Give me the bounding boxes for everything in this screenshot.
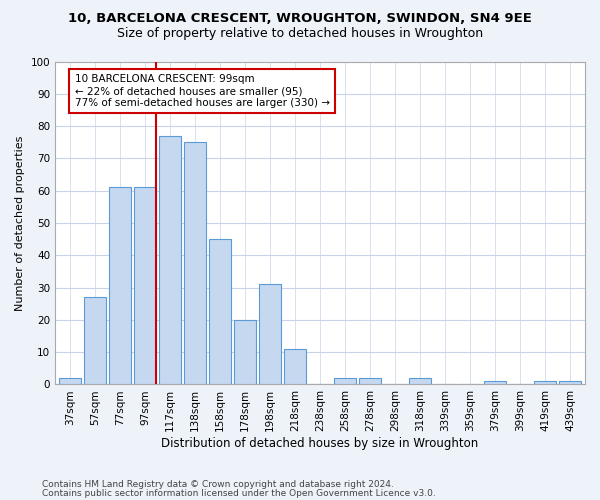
Bar xyxy=(259,284,281,384)
Text: Contains HM Land Registry data © Crown copyright and database right 2024.: Contains HM Land Registry data © Crown c… xyxy=(42,480,394,489)
Bar xyxy=(209,239,230,384)
Bar xyxy=(59,378,80,384)
Bar xyxy=(334,378,356,384)
Text: 10 BARCELONA CRESCENT: 99sqm
← 22% of detached houses are smaller (95)
77% of se: 10 BARCELONA CRESCENT: 99sqm ← 22% of de… xyxy=(74,74,329,108)
Bar xyxy=(359,378,380,384)
Bar xyxy=(134,188,155,384)
Bar xyxy=(160,136,181,384)
Y-axis label: Number of detached properties: Number of detached properties xyxy=(15,136,25,310)
Text: Contains public sector information licensed under the Open Government Licence v3: Contains public sector information licen… xyxy=(42,488,436,498)
Text: Size of property relative to detached houses in Wroughton: Size of property relative to detached ho… xyxy=(117,28,483,40)
Bar xyxy=(535,381,556,384)
Bar xyxy=(559,381,581,384)
Bar xyxy=(484,381,506,384)
Text: 10, BARCELONA CRESCENT, WROUGHTON, SWINDON, SN4 9EE: 10, BARCELONA CRESCENT, WROUGHTON, SWIND… xyxy=(68,12,532,26)
Bar xyxy=(85,298,106,384)
X-axis label: Distribution of detached houses by size in Wroughton: Distribution of detached houses by size … xyxy=(161,437,479,450)
Bar xyxy=(409,378,431,384)
Bar xyxy=(184,142,206,384)
Bar xyxy=(235,320,256,384)
Bar xyxy=(109,188,131,384)
Bar xyxy=(284,349,305,384)
